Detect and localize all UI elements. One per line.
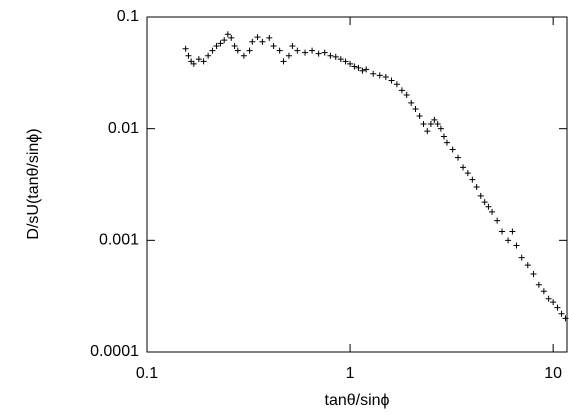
data-point [342, 58, 349, 65]
data-point [398, 87, 405, 94]
data-point [420, 121, 427, 128]
data-point [270, 42, 277, 49]
data-point [477, 192, 484, 199]
data-point [332, 53, 339, 60]
data-point [505, 237, 512, 244]
data-point [473, 184, 480, 191]
data-point [530, 270, 537, 277]
data-point [315, 50, 322, 57]
data-point [535, 281, 542, 288]
data-point [185, 52, 192, 59]
data-point [254, 34, 261, 41]
data-point [209, 47, 216, 54]
data-point [231, 42, 238, 49]
data-point [388, 77, 395, 84]
data-point [550, 299, 557, 306]
data-point [289, 42, 296, 49]
data-point [440, 133, 447, 140]
data-point [464, 170, 471, 177]
data-point [259, 38, 266, 45]
data-point [449, 146, 456, 153]
data-point [455, 154, 462, 161]
data-point [424, 128, 431, 135]
y-tick-label: 0.001 [99, 232, 139, 249]
data-point [481, 199, 488, 206]
data-point [276, 47, 283, 54]
data-point [327, 52, 334, 59]
data-point [190, 60, 197, 67]
data-point [382, 74, 389, 81]
data-point [285, 52, 292, 59]
data-point [280, 58, 287, 65]
x-axis-label: tanθ/sinϕ [325, 392, 390, 409]
y-tick-label: 0.01 [108, 120, 139, 137]
data-point [234, 47, 241, 54]
data-point [558, 310, 565, 317]
data-point [213, 42, 220, 49]
data-point [370, 70, 377, 77]
data-point [509, 228, 516, 235]
y-tick-label: 0.0001 [90, 343, 139, 360]
data-point [408, 99, 415, 106]
data-point [412, 106, 419, 113]
data-point [359, 67, 366, 74]
data-point [460, 164, 467, 171]
data-point [321, 49, 328, 56]
y-tick-label: 0.1 [117, 8, 139, 25]
data-point [499, 228, 506, 235]
data-point [221, 37, 228, 44]
x-tick-label: 0.1 [136, 365, 158, 382]
data-point [195, 56, 202, 63]
x-tick-label: 1 [346, 365, 355, 382]
data-point [228, 34, 235, 41]
data-point [524, 262, 531, 269]
data-point [513, 242, 520, 249]
data-point [351, 63, 358, 70]
data-point [518, 254, 525, 261]
data-point [540, 288, 547, 295]
data-point [205, 52, 212, 59]
data-point [266, 34, 273, 41]
data-point [246, 47, 253, 54]
data-point [182, 45, 189, 52]
data-point [337, 56, 344, 63]
data-point [355, 64, 362, 71]
data-point [431, 116, 438, 123]
data-point [217, 40, 224, 47]
data-point [363, 66, 370, 73]
data-point [393, 81, 400, 88]
data-point [376, 72, 383, 79]
data-point [562, 315, 569, 322]
data-point [427, 121, 434, 128]
data-point [437, 125, 444, 132]
data-point [200, 58, 207, 65]
data-point [224, 31, 231, 38]
data-point [469, 176, 476, 183]
y-axis-label: D/sU(tanθ/sinϕ) [25, 128, 42, 239]
x-tick-label: 10 [544, 365, 562, 382]
data-point [347, 60, 354, 67]
data-point [494, 217, 501, 224]
data-point [294, 47, 301, 54]
data-point [489, 208, 496, 215]
data-point [485, 203, 492, 210]
data-point [403, 92, 410, 99]
data-point [416, 112, 423, 119]
data-point [249, 38, 256, 45]
data-point [434, 121, 441, 128]
data-point [554, 304, 561, 311]
data-point [309, 47, 316, 54]
plot-frame [146, 16, 568, 353]
data-point [302, 49, 309, 56]
data-point [443, 139, 450, 146]
data-point [545, 295, 552, 302]
data-point [240, 52, 247, 59]
